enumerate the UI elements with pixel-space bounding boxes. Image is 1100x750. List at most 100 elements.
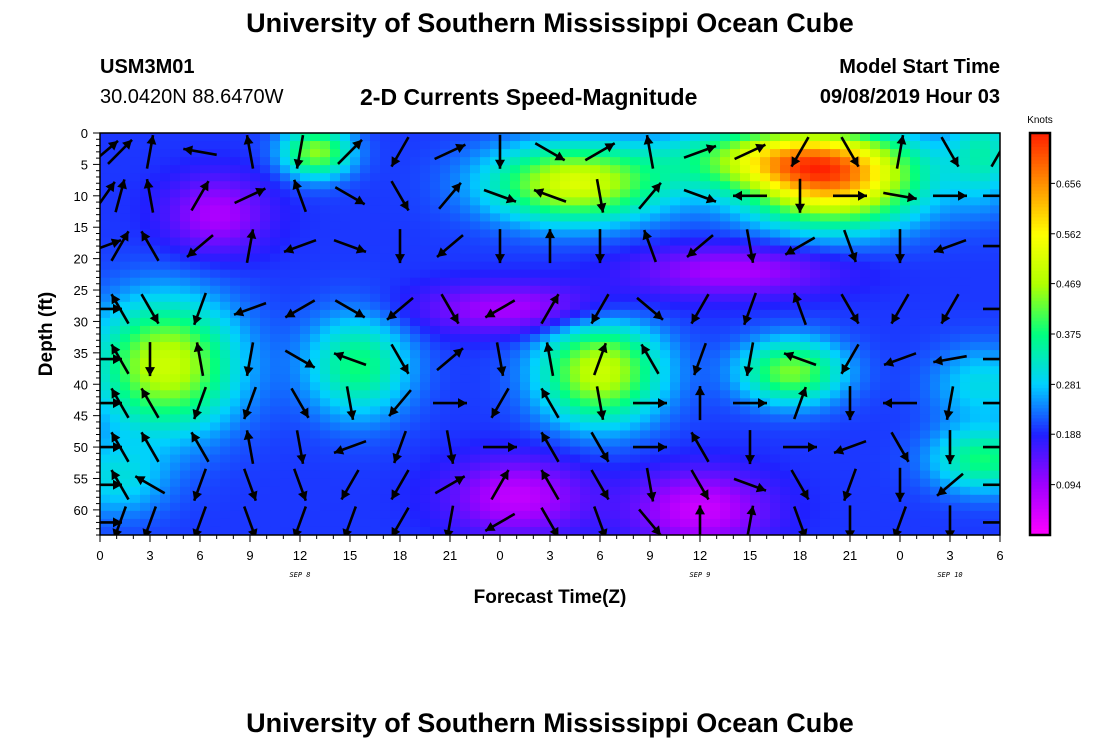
heatmap-cell bbox=[950, 462, 961, 472]
heatmap-cell bbox=[430, 221, 441, 231]
heatmap-cell bbox=[720, 430, 731, 440]
heatmap-cell bbox=[290, 438, 301, 448]
heatmap-cell bbox=[300, 197, 311, 206]
heatmap-cell bbox=[670, 133, 681, 142]
heatmap-cell bbox=[640, 269, 651, 279]
heatmap-cell bbox=[370, 293, 381, 303]
heatmap-cell bbox=[890, 181, 901, 190]
heatmap-cell bbox=[160, 149, 171, 158]
current-vector bbox=[683, 188, 717, 204]
heatmap-cell bbox=[140, 245, 151, 255]
heatmap-cell bbox=[930, 502, 941, 512]
heatmap-cell bbox=[590, 438, 601, 448]
current-vector bbox=[392, 430, 408, 464]
heatmap-cell bbox=[800, 141, 811, 150]
heatmap-cell bbox=[370, 430, 381, 440]
heatmap-cell bbox=[280, 494, 291, 504]
heatmap-cell bbox=[130, 510, 141, 520]
heatmap-cell bbox=[180, 470, 191, 480]
heatmap-cell bbox=[160, 301, 171, 311]
heatmap-cell bbox=[280, 406, 291, 415]
heatmap-cell bbox=[600, 366, 611, 375]
vector-head bbox=[849, 156, 859, 167]
heatmap-cell bbox=[990, 173, 1000, 182]
heatmap-cell bbox=[560, 229, 571, 239]
heatmap-cell bbox=[620, 205, 631, 214]
heatmap-cell bbox=[880, 245, 891, 255]
heatmap-cell bbox=[950, 141, 961, 150]
heatmap-cell bbox=[480, 253, 491, 263]
heatmap-cell bbox=[790, 358, 801, 367]
vector-head bbox=[242, 408, 252, 420]
heatmap-cell bbox=[540, 422, 551, 432]
heatmap-cell bbox=[190, 510, 201, 520]
heatmap-cell bbox=[710, 518, 721, 528]
heatmap-cell bbox=[760, 358, 771, 367]
heatmap-cell bbox=[750, 149, 761, 158]
heatmap-cell bbox=[740, 422, 751, 432]
heatmap-cell bbox=[640, 237, 651, 247]
heatmap-cell bbox=[460, 494, 471, 504]
heatmap-cell bbox=[870, 189, 881, 198]
heatmap-cell bbox=[950, 269, 961, 279]
heatmap-cell bbox=[180, 502, 191, 512]
heatmap-cell bbox=[870, 205, 881, 214]
heatmap-cell bbox=[300, 133, 311, 142]
heatmap-cell bbox=[760, 526, 771, 535]
heatmap-cell bbox=[460, 181, 471, 190]
heatmap-cell bbox=[750, 366, 761, 375]
heatmap-cell bbox=[320, 213, 331, 223]
heatmap-cell bbox=[680, 518, 691, 528]
heatmap-cell bbox=[290, 277, 301, 287]
heatmap-cell bbox=[600, 462, 611, 472]
heatmap-cell bbox=[220, 390, 231, 399]
heatmap-cell bbox=[780, 510, 791, 520]
heatmap-cell bbox=[650, 197, 661, 206]
heatmap-cell bbox=[150, 510, 161, 520]
heatmap-cell bbox=[850, 454, 861, 464]
heatmap-cell bbox=[850, 398, 861, 407]
heatmap-cell bbox=[930, 325, 941, 335]
heatmap-cell bbox=[560, 366, 571, 375]
current-vector bbox=[690, 431, 710, 463]
heatmap-cell bbox=[100, 181, 111, 190]
current-vector bbox=[645, 467, 657, 502]
current-vector bbox=[140, 387, 160, 419]
heatmap-cell bbox=[920, 390, 931, 399]
vector-head bbox=[122, 139, 132, 150]
heatmap-cell bbox=[420, 406, 431, 415]
heatmap-cell bbox=[330, 430, 341, 440]
heatmap-cell bbox=[590, 157, 601, 166]
heatmap-cell bbox=[190, 221, 201, 231]
current-vector bbox=[242, 468, 258, 502]
current-vector bbox=[895, 229, 905, 264]
vector-head bbox=[596, 202, 607, 213]
heatmap-cell bbox=[240, 213, 251, 223]
heatmap-cell bbox=[610, 414, 621, 424]
heatmap-cell bbox=[560, 406, 571, 415]
heatmap-cell bbox=[480, 446, 491, 456]
current-vector bbox=[140, 230, 160, 262]
heatmap-cell bbox=[330, 422, 341, 432]
heatmap-cell bbox=[530, 325, 541, 335]
heatmap-cell bbox=[770, 510, 781, 520]
heatmap-cell bbox=[590, 173, 601, 182]
heatmap-cell bbox=[390, 173, 401, 182]
heatmap-cell bbox=[680, 430, 691, 440]
vector-head bbox=[746, 253, 757, 263]
heatmap-cell bbox=[390, 510, 401, 520]
heatmap-cell bbox=[300, 478, 311, 488]
heatmap-cell bbox=[810, 518, 821, 528]
heatmap-cell bbox=[900, 382, 911, 391]
heatmap-cell bbox=[480, 470, 491, 480]
heatmap-cell bbox=[240, 334, 251, 343]
heatmap-cell bbox=[300, 454, 311, 464]
heatmap-cell bbox=[100, 342, 111, 351]
heatmap-cell bbox=[820, 149, 831, 158]
current-vector bbox=[540, 469, 560, 501]
heatmap-cell bbox=[200, 221, 211, 231]
current-vector bbox=[895, 134, 907, 169]
heatmap-cell bbox=[320, 317, 331, 327]
heatmap-cell bbox=[380, 133, 391, 142]
heatmap-cell bbox=[380, 205, 391, 214]
